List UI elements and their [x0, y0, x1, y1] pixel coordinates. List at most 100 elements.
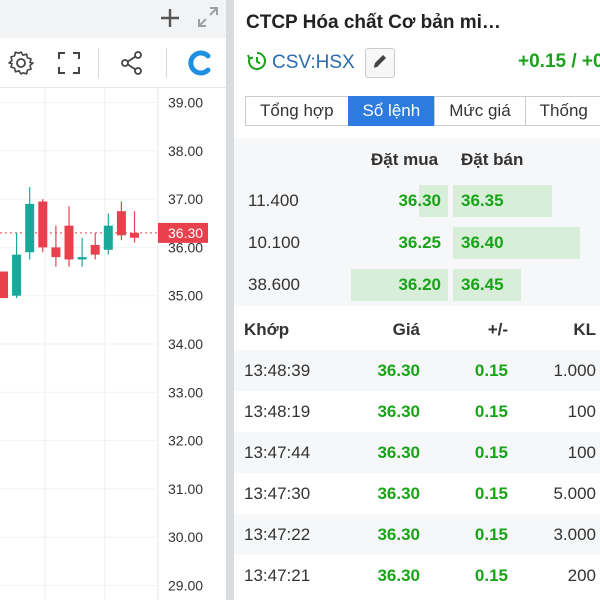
chart-panel-header: [0, 0, 226, 38]
candle-body: [25, 203, 35, 253]
candle-body: [77, 257, 87, 260]
panel-divider[interactable]: [226, 0, 234, 600]
bid-depth-bar: [351, 269, 448, 301]
trade-price: 36.30: [377, 443, 420, 462]
trade-volume: 100: [567, 402, 596, 421]
bid-price: 36.25: [398, 233, 441, 252]
y-tick-label: 33.00: [168, 384, 203, 400]
order-volume: 38.600: [248, 275, 300, 294]
order-volume: 11.400: [248, 191, 299, 210]
trade-change: 0.15: [474, 443, 508, 462]
plus-icon[interactable]: [156, 4, 184, 32]
order-volume: 10.100: [248, 233, 300, 252]
candle-body: [51, 247, 61, 258]
trade-row[interactable]: 13:47:30 36.30 0.15 5.000: [234, 473, 600, 514]
trade-time: 13:47:44: [244, 443, 311, 462]
app-logo-icon[interactable]: [186, 49, 214, 77]
order-book-header: Đặt mua Đặt bán: [234, 138, 600, 180]
y-tick-label: 34.00: [168, 336, 203, 352]
stock-detail-panel: CTCP Hóa chất Cơ bản mi… CSV:HSX +0.15 /…: [234, 0, 600, 600]
candle-body: [12, 254, 22, 296]
candle-body: [64, 225, 74, 260]
trade-row[interactable]: 13:48:39 36.30 0.15 1.000: [234, 350, 600, 391]
chart-panel: 39.00 38.00 37.00 36.00 35.00 34.00 33.00 32.00…: [0, 0, 226, 600]
candle-body: [116, 211, 126, 236]
order-book-row[interactable]: 38.600 36.20 36.45: [234, 264, 600, 306]
ticker-symbol[interactable]: CSV:HSX: [272, 52, 355, 73]
ask-price: 36.35: [461, 191, 504, 210]
y-tick-label: 32.00: [168, 433, 203, 449]
price-axis: [158, 88, 226, 600]
stock-name: CTCP Hóa chất Cơ bản mi…: [246, 12, 501, 33]
bid-price: 36.30: [398, 191, 441, 210]
candle-body: [38, 201, 48, 248]
pencil-icon: [371, 52, 389, 75]
y-tick-label: 36.00: [168, 239, 203, 255]
toolbar-divider: [98, 48, 99, 78]
trade-change: 0.15: [474, 402, 508, 421]
settings-gear-icon[interactable]: [7, 49, 35, 77]
candle-body: [103, 225, 113, 250]
trade-price: 36.30: [377, 566, 420, 585]
tab-muc-gia[interactable]: Mức giá: [434, 96, 526, 126]
detail-tabs: Tổng hợp Sổ lệnh Mức giá Thống: [245, 96, 600, 126]
trade-row[interactable]: 13:47:44 36.30 0.15 100: [234, 432, 600, 473]
trade-row[interactable]: 13:47:21 36.30 0.15 200: [234, 555, 600, 596]
ask-depth-bar: [453, 227, 580, 259]
trade-row[interactable]: 13:47:22 36.30 0.15 3.000: [234, 514, 600, 555]
ask-price: 36.45: [461, 275, 504, 294]
trade-volume: 3.000: [553, 525, 596, 544]
edit-button[interactable]: [364, 48, 395, 78]
current-price-label: 36.30: [168, 225, 203, 241]
fullscreen-icon[interactable]: [55, 49, 83, 77]
trade-time: 13:48:19: [244, 402, 311, 421]
y-tick-label: 39.00: [168, 94, 203, 110]
y-tick-label: 38.00: [168, 143, 203, 159]
candle-body: [0, 271, 8, 299]
tab-tong-hop[interactable]: Tổng hợp: [245, 96, 349, 126]
trade-change: 0.15: [474, 484, 508, 503]
change-header: +/-: [487, 320, 508, 339]
trade-price: 36.30: [377, 484, 420, 503]
trade-time: 13:47:30: [244, 484, 311, 503]
expand-icon[interactable]: [194, 4, 222, 32]
toolbar-divider: [166, 48, 167, 78]
price-change: +0.15 / +0: [518, 51, 600, 72]
trade-change: 0.15: [474, 361, 508, 380]
candle-body: [90, 244, 100, 255]
bid-depth-bar: [419, 185, 448, 217]
y-tick-label: 31.00: [168, 481, 203, 497]
order-book-row[interactable]: 10.100 36.25 36.40: [234, 222, 600, 264]
volume-header: KL: [573, 320, 596, 339]
trade-volume: 100: [567, 443, 596, 462]
trade-volume: 1.000: [553, 361, 596, 380]
ticker-row: CSV:HSX: [246, 47, 395, 79]
y-tick-label: 29.00: [168, 578, 203, 594]
y-tick-label: 37.00: [168, 191, 203, 207]
trade-time: 13:47:22: [244, 525, 311, 544]
trades-header: Khớp Giá +/- KL: [234, 308, 600, 350]
tab-thong-ke[interactable]: Thống: [524, 96, 600, 126]
trade-volume: 200: [567, 566, 596, 585]
ask-price: 36.40: [461, 233, 504, 252]
trade-row[interactable]: 13:48:19 36.30 0.15 100: [234, 391, 600, 432]
price-header: Giá: [392, 320, 420, 339]
trade-change: 0.15: [474, 566, 508, 585]
time-header: Khớp: [244, 320, 290, 339]
candle-body: [130, 232, 139, 238]
candlestick-chart[interactable]: 39.00 38.00 37.00 36.00 35.00 34.00 33.00 32.00…: [0, 88, 226, 600]
share-icon[interactable]: [118, 49, 146, 77]
tab-so-lenh[interactable]: Sổ lệnh: [347, 96, 436, 126]
trade-volume: 5.000: [553, 484, 596, 503]
trade-price: 36.30: [377, 361, 420, 380]
ask-header: Đặt bán: [461, 150, 524, 169]
trade-price: 36.30: [377, 402, 420, 421]
trade-time: 13:48:39: [244, 361, 311, 380]
y-tick-label: 30.00: [168, 529, 203, 545]
order-book-row[interactable]: 11.400 36.30 36.35: [234, 180, 600, 222]
chart-toolbar: [0, 38, 226, 88]
bid-header: Đặt mua: [371, 150, 439, 169]
trade-price: 36.30: [377, 525, 420, 544]
clock-icon: [246, 50, 268, 77]
ask-depth-bar: [453, 185, 552, 217]
